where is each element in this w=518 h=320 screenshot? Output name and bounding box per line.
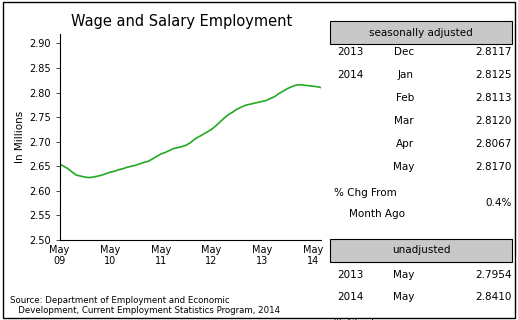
Text: 2013: 2013 bbox=[338, 269, 364, 280]
Text: 2014: 2014 bbox=[338, 292, 364, 302]
Text: % Chg From: % Chg From bbox=[334, 188, 397, 198]
Text: Wage and Salary Employment: Wage and Salary Employment bbox=[70, 14, 292, 29]
Text: 2.7954: 2.7954 bbox=[476, 269, 512, 280]
Text: Dec: Dec bbox=[394, 47, 414, 57]
Text: 2.8113: 2.8113 bbox=[476, 93, 512, 103]
Text: May: May bbox=[393, 269, 414, 280]
Text: Feb: Feb bbox=[396, 93, 414, 103]
Text: 2014: 2014 bbox=[338, 70, 364, 80]
Text: % Chg From: % Chg From bbox=[334, 318, 397, 320]
FancyBboxPatch shape bbox=[330, 21, 512, 44]
Text: 2.8410: 2.8410 bbox=[476, 292, 512, 302]
Text: May: May bbox=[393, 292, 414, 302]
FancyBboxPatch shape bbox=[330, 239, 512, 262]
Text: May: May bbox=[393, 162, 414, 172]
Text: Mar: Mar bbox=[394, 116, 414, 126]
Text: 2.8067: 2.8067 bbox=[476, 139, 512, 149]
Text: 0.4%: 0.4% bbox=[485, 198, 512, 208]
Text: seasonally adjusted: seasonally adjusted bbox=[369, 28, 473, 38]
Text: Source: Department of Employment and Economic
   Development, Current Employment: Source: Department of Employment and Eco… bbox=[10, 296, 280, 316]
Text: 2.8120: 2.8120 bbox=[476, 116, 512, 126]
Text: Jan: Jan bbox=[398, 70, 414, 80]
Text: Apr: Apr bbox=[396, 139, 414, 149]
Text: 2013: 2013 bbox=[338, 47, 364, 57]
Text: 2.8170: 2.8170 bbox=[476, 162, 512, 172]
Text: 2.8117: 2.8117 bbox=[476, 47, 512, 57]
Text: unadjusted: unadjusted bbox=[392, 245, 450, 255]
Text: 2.8125: 2.8125 bbox=[476, 70, 512, 80]
Text: Month Ago: Month Ago bbox=[349, 209, 405, 219]
Y-axis label: In Millions: In Millions bbox=[15, 111, 25, 163]
